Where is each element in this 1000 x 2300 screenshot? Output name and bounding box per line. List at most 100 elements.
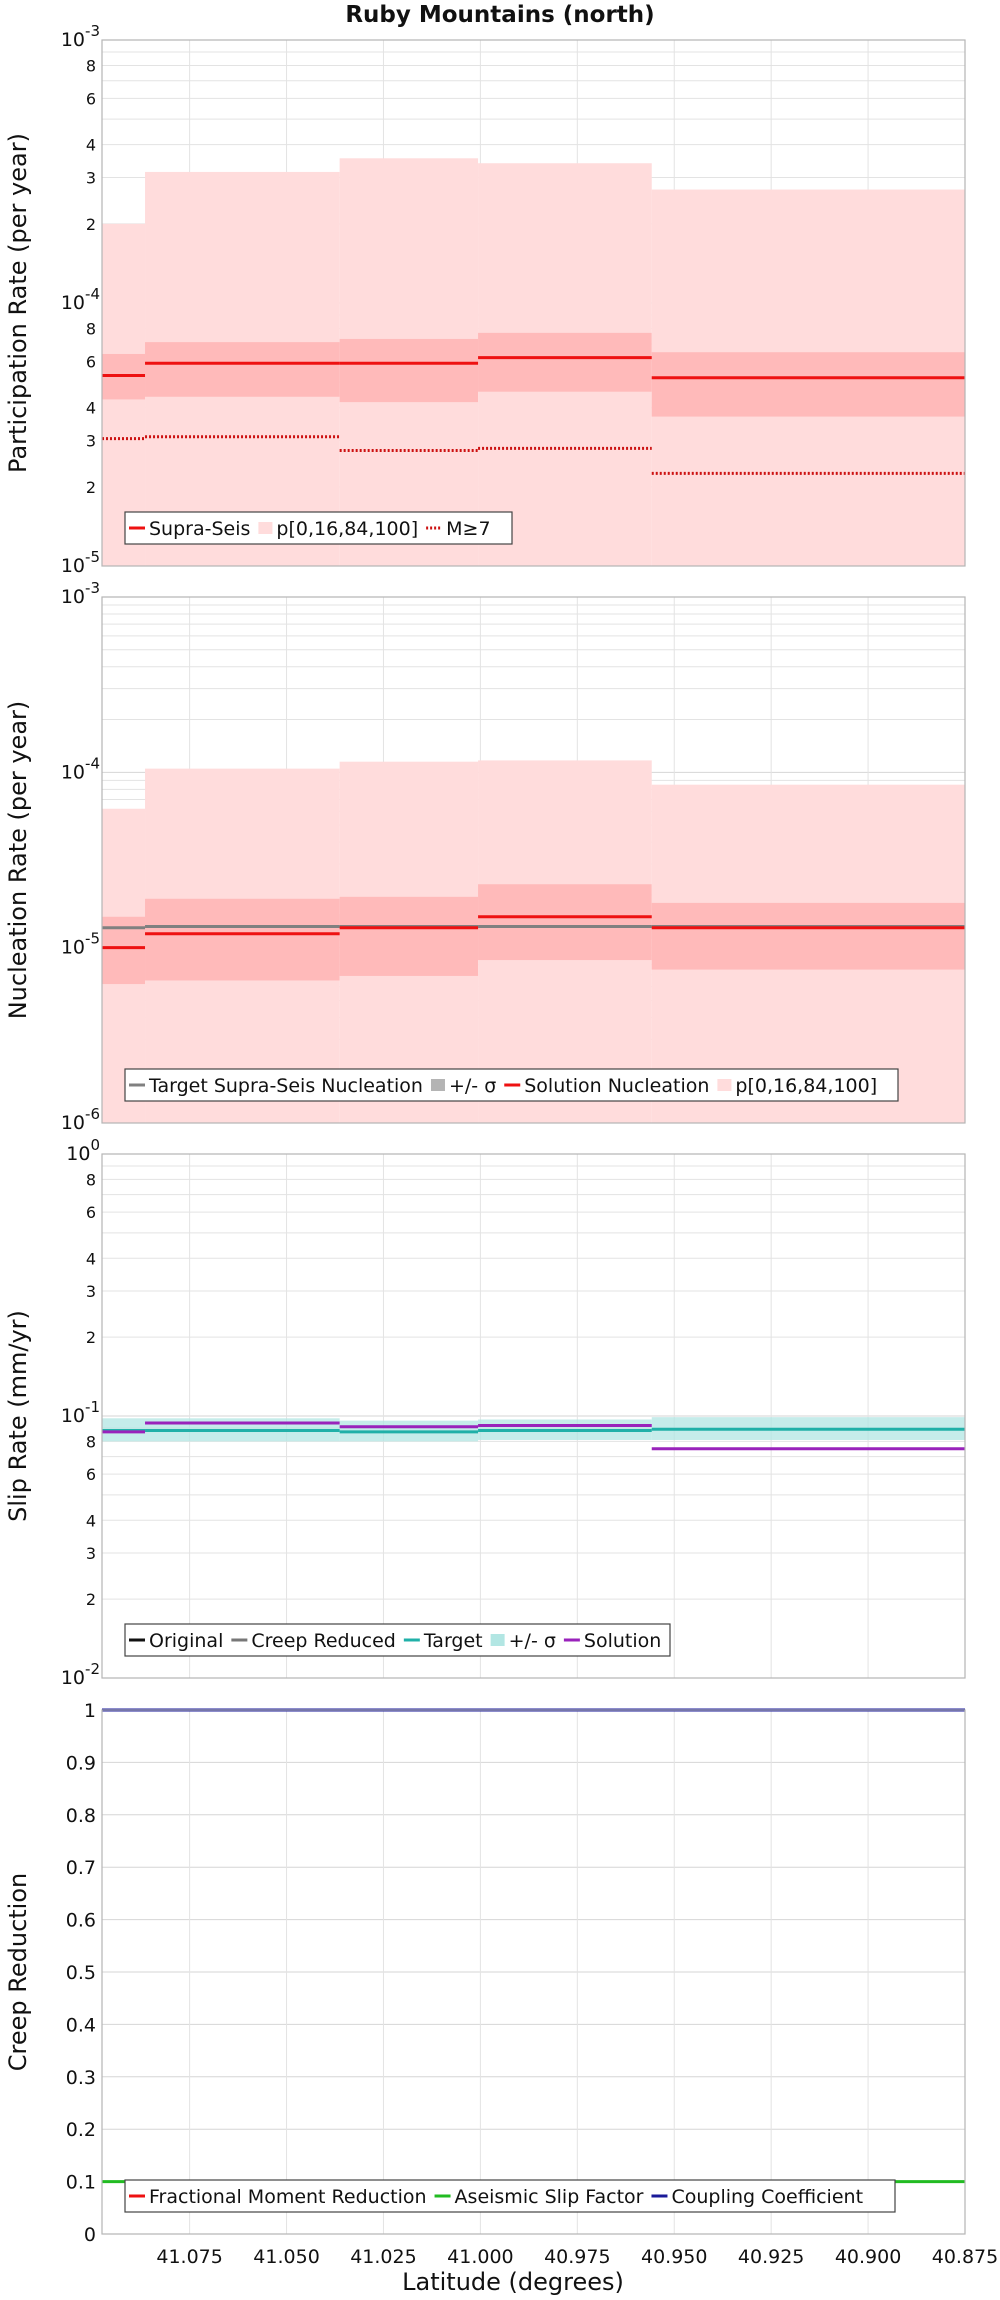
band-inner-rect [339, 896, 479, 976]
y-tick-label: 10-2 [61, 1660, 100, 1689]
legend-label: Target Supra-Seis Nucleation [148, 1075, 423, 1097]
y-tick-exponent: -3 [85, 579, 100, 597]
legend-label: Aseismic Slip Factor [455, 2186, 644, 2208]
series-supra-seis [102, 356, 965, 380]
legend-label: M≥7 [446, 518, 490, 540]
y-tick-label: 10-6 [61, 1105, 100, 1134]
y-tick-label: 0.5 [66, 1962, 96, 1984]
x-tick-label: 41.000 [447, 2246, 513, 2268]
y-tick-label: 10-3 [61, 22, 100, 51]
legend-label: Target [423, 1630, 483, 1652]
y-minor-tick-label: 6 [86, 1203, 96, 1222]
band-percentiles [102, 760, 965, 1123]
legend-item: Solution Nucleation [504, 1075, 709, 1097]
band-inner-rect [478, 332, 652, 392]
y-minor-tick-label: 2 [86, 1590, 96, 1609]
legend-item: Supra-Seis [129, 518, 250, 540]
x-tick-label: 40.950 [641, 2246, 707, 2268]
y-tick-label: 1 [84, 1700, 96, 1722]
chart-title: Ruby Mountains (north) [345, 2, 654, 28]
legend-frame [124, 2179, 896, 2213]
legend-label: +/- σ [449, 1075, 496, 1097]
legend-frame [124, 511, 513, 545]
legend-label: Solution Nucleation [524, 1075, 709, 1097]
band-inner-rect [651, 902, 965, 970]
y-tick-exponent: -1 [85, 1398, 100, 1416]
y-tick-label: 100 [66, 1136, 100, 1165]
band-inner-rect [651, 352, 965, 417]
legend-item: Fractional Moment Reduction [129, 2186, 427, 2208]
legend-item: p[0,16,84,100] [258, 518, 418, 540]
y-tick-label: 0.6 [66, 1910, 96, 1932]
y-minor-tick-label: 8 [86, 1170, 96, 1189]
y-tick-label: 10-3 [61, 579, 100, 608]
legend-item: Creep Reduced [231, 1630, 396, 1652]
y-tick-label: 0.9 [66, 1752, 96, 1774]
y-tick-label: 10-1 [61, 1398, 100, 1427]
y-axis-label: Creep Reduction [4, 1873, 32, 2071]
legend-item: +/- σ [490, 1630, 556, 1652]
legend-label: Coupling Coefficient [671, 2186, 863, 2208]
panel-2: 10-3 10-4 10-5 10-6 Nucleation Rate (per yea… [4, 579, 966, 1134]
legend-label: p[0,16,84,100] [276, 518, 418, 540]
legend-item: Original [129, 1630, 223, 1652]
legend-item: Coupling Coefficient [651, 2186, 863, 2208]
legend-label: Supra-Seis [149, 518, 250, 540]
legend-item: M≥7 [426, 518, 491, 540]
y-tick-exponent: -4 [85, 754, 100, 772]
y-minor-tick-label: 6 [86, 352, 96, 371]
legend-label: Solution [584, 1630, 661, 1652]
band-inner-rect [339, 338, 479, 403]
y-tick-exponent: -6 [85, 1105, 100, 1123]
panel-3: 100 10-1 10-2 8 6 4 3 2 8 6 4 3 2 Slip Rate (mm/yr) Or… [4, 1136, 966, 1689]
band-inner-rect [145, 898, 340, 981]
y-tick-label: 0.3 [66, 2067, 96, 2089]
y-minor-tick-label: 3 [86, 1282, 96, 1301]
y-tick-label: 0.4 [66, 2014, 96, 2036]
plot-frame [101, 39, 966, 567]
y-tick-exponent: -4 [85, 285, 100, 303]
x-tick-label: 40.975 [544, 2246, 610, 2268]
y-minor-tick-label: 3 [86, 432, 96, 451]
legend-label: +/- σ [509, 1630, 556, 1652]
legend: Original Creep Reduced Target +/- σ Solution [124, 1623, 671, 1657]
legend-item: +/- σ [430, 1075, 496, 1097]
y-tick-label: 10-4 [61, 754, 100, 783]
y-minor-tick-label: 2 [86, 1328, 96, 1347]
series-m-7 [102, 435, 965, 475]
legend-label: Original [149, 1630, 223, 1652]
y-axis-label: Nucleation Rate (per year) [4, 701, 32, 1020]
x-tick-label: 41.075 [156, 2246, 222, 2268]
y-tick-exponent: -5 [85, 930, 100, 948]
y-tick-label: 10-4 [61, 285, 100, 314]
panel-1: 10-3 10-4 10-5 8 6 4 3 2 8 6 4 3 2 Participation Rate… [4, 22, 966, 577]
panel-4: 1 0.9 0.8 0.7 0.6 0.5 0.4 0.3 0.2 0.1 0 Creep Reduc… [4, 1700, 966, 2246]
y-tick-exponent: -3 [85, 22, 100, 40]
legend-swatch [490, 1634, 505, 1646]
plot-frame [101, 596, 966, 1124]
y-tick-label: 0.1 [66, 2172, 96, 2194]
series-solution [102, 1421, 965, 1451]
legend-item: Solution [563, 1630, 661, 1652]
y-minor-tick-label: 6 [86, 89, 96, 108]
x-axis-label: Latitude (degrees) [402, 2268, 624, 2296]
y-minor-tick-label: 3 [86, 1544, 96, 1563]
series-target [102, 1427, 965, 1434]
y-tick-exponent: -5 [85, 548, 100, 566]
x-tick-label: 40.900 [835, 2246, 901, 2268]
y-tick-exponent: 0 [90, 1136, 100, 1154]
plot-frame [101, 1153, 966, 1679]
legend: Fractional Moment Reduction Aseismic Slip… [124, 2179, 896, 2213]
band-inner-rect [478, 884, 652, 961]
legend-label: p[0,16,84,100] [735, 1075, 877, 1097]
x-tick-label: 40.925 [738, 2246, 804, 2268]
y-minor-tick-label: 4 [86, 136, 96, 155]
legend-frame [124, 1623, 671, 1657]
y-minor-tick-label: 4 [86, 399, 96, 418]
y-axis-label: Participation Rate (per year) [4, 133, 32, 473]
y-tick-label: 0.8 [66, 1805, 96, 1827]
legend-label: Fractional Moment Reduction [149, 2186, 427, 2208]
y-minor-tick-label: 8 [86, 56, 96, 75]
x-tick-label: 40.875 [932, 2246, 998, 2268]
